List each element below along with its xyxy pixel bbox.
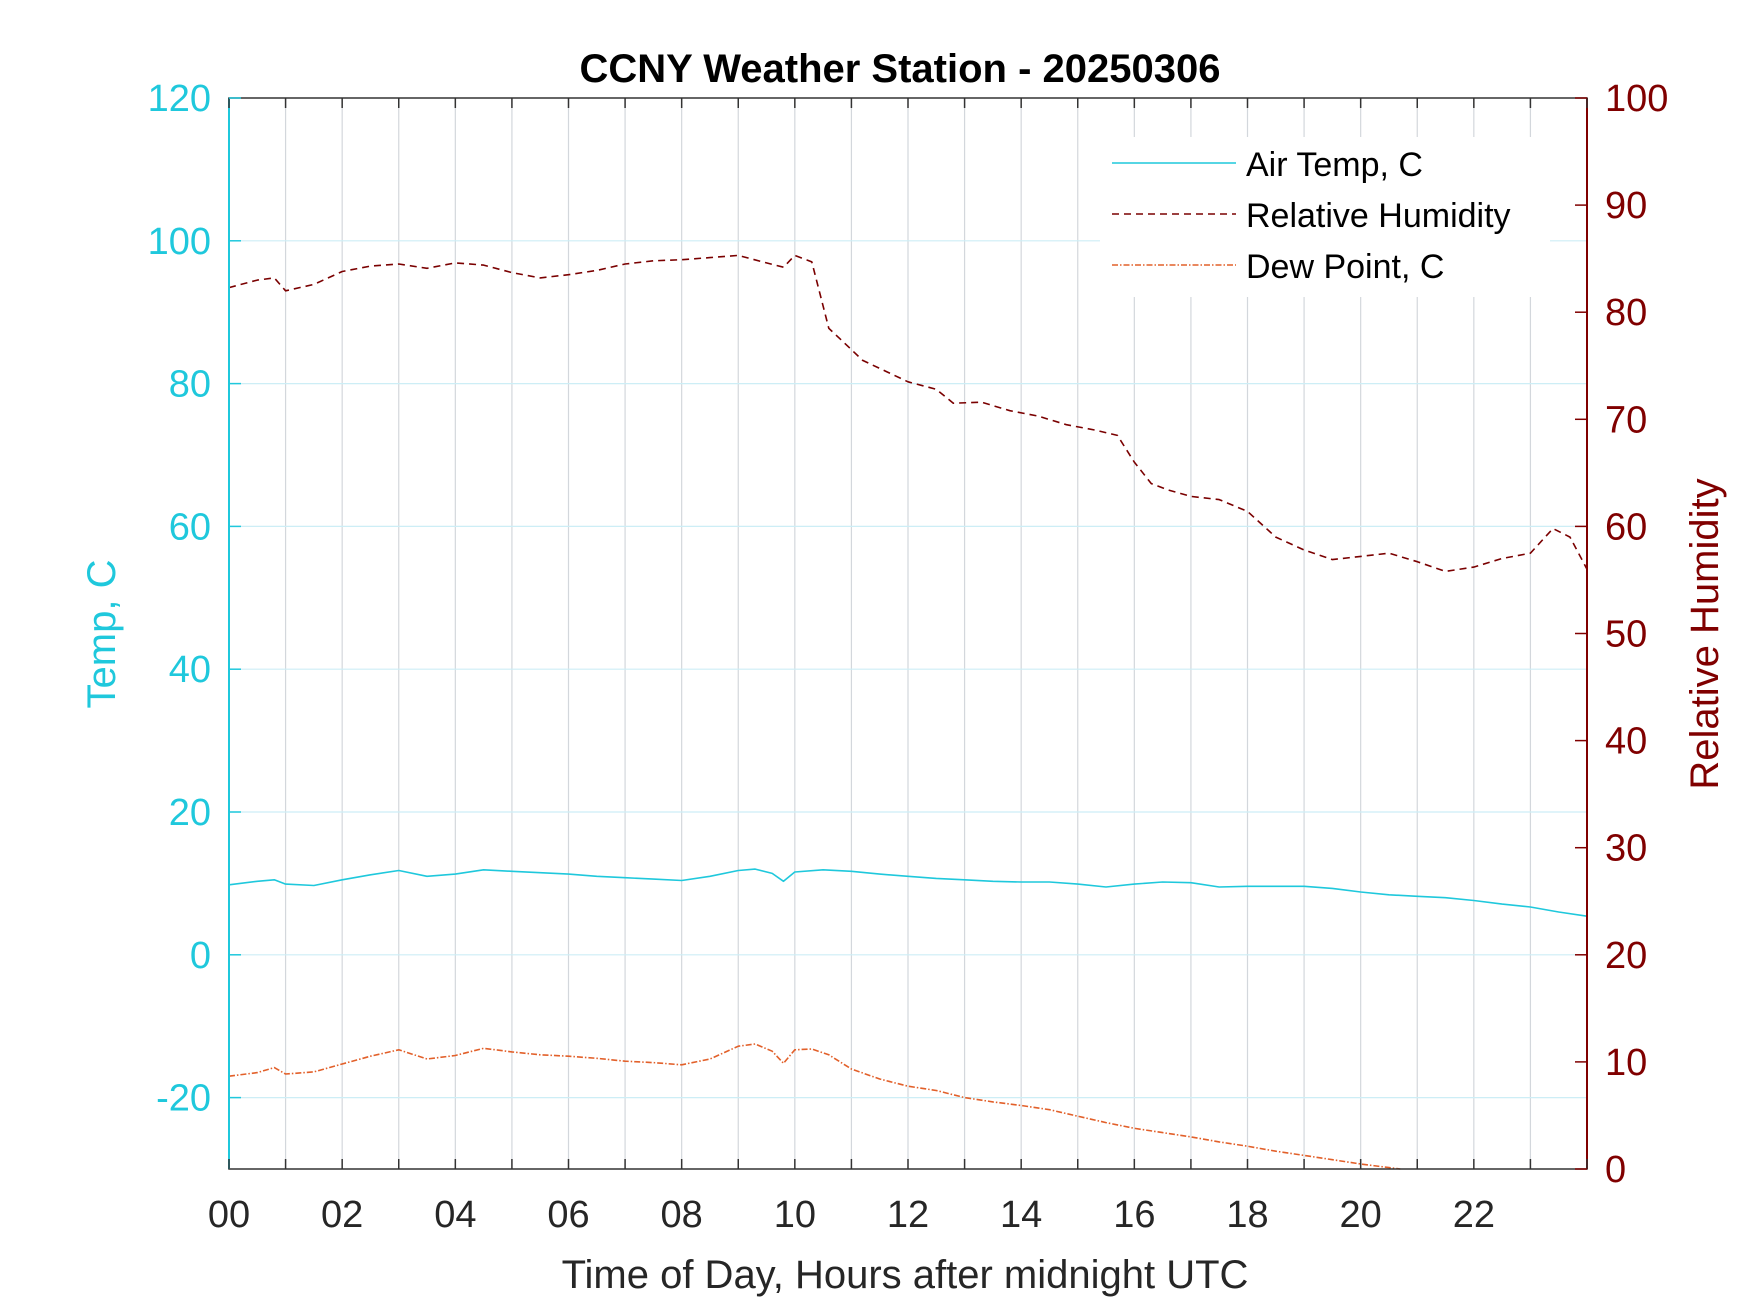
- x-tick-label: 14: [1000, 1194, 1042, 1236]
- chart-title: CCNY Weather Station - 20250306: [580, 47, 1221, 91]
- series-line-dew-point: [228, 1043, 1401, 1170]
- y-right-tick-label: 30: [1605, 828, 1647, 870]
- y-right-tick-label: 90: [1605, 185, 1647, 227]
- x-tick-label: 06: [547, 1194, 589, 1236]
- x-tick-label: 20: [1340, 1194, 1382, 1236]
- x-tick-label: 18: [1226, 1194, 1268, 1236]
- x-tick-label: 10: [774, 1194, 816, 1236]
- y-right-tick-label: 70: [1605, 399, 1647, 441]
- y-right-tick-label: 60: [1605, 506, 1647, 548]
- series-line-air-temp: [228, 868, 1588, 917]
- x-tick-label: 22: [1453, 1194, 1495, 1236]
- x-axis-label: Time of Day, Hours after midnight UTC: [562, 1253, 1249, 1297]
- y-right-tick-label: 0: [1605, 1149, 1626, 1191]
- series-line-humidity: [228, 254, 1588, 573]
- legend-label-dew-point: Dew Point, C: [1246, 248, 1444, 286]
- y-right-axis-label: Relative Humidity: [1683, 478, 1727, 789]
- x-tick-label: 12: [887, 1194, 929, 1236]
- y-right-tick-label: 10: [1605, 1042, 1647, 1084]
- y-right-tick-label: 40: [1605, 721, 1647, 763]
- y-right-tick-label: 20: [1605, 935, 1647, 977]
- legend-label-humidity: Relative Humidity: [1246, 197, 1511, 235]
- legend: Air Temp, C Relative Humidity Dew Point,…: [1100, 137, 1550, 297]
- y-left-tick-label: 20: [169, 792, 211, 834]
- x-tick-label: 04: [434, 1194, 476, 1236]
- grid: [229, 98, 1587, 1169]
- y-left-tick-label: 120: [148, 78, 211, 120]
- y-left-tick-label: 60: [169, 506, 211, 548]
- tick-labels: 00 02 04 06 08 10 12 14 16 18 20 22120100806040200-…: [148, 78, 1669, 1236]
- legend-label-air-temp: Air Temp, C: [1246, 146, 1423, 184]
- y-left-tick-label: 0: [190, 935, 211, 977]
- x-tick-label: 02: [321, 1194, 363, 1236]
- series-layer: [228, 254, 1588, 1170]
- y-left-axis-label: Temp, C: [80, 560, 124, 709]
- x-tick-label: 00: [208, 1194, 250, 1236]
- y-left-tick-label: -20: [156, 1078, 211, 1120]
- x-tick-label: 16: [1113, 1194, 1155, 1236]
- ticks: [228, 97, 1588, 1170]
- y-right-tick-label: 80: [1605, 292, 1647, 334]
- x-tick-label: 08: [661, 1194, 703, 1236]
- y-right-tick-label: 50: [1605, 614, 1647, 656]
- y-left-tick-label: 100: [148, 221, 211, 263]
- y-left-tick-label: 80: [169, 364, 211, 406]
- y-left-tick-label: 40: [169, 649, 211, 691]
- y-right-tick-label: 100: [1605, 78, 1668, 120]
